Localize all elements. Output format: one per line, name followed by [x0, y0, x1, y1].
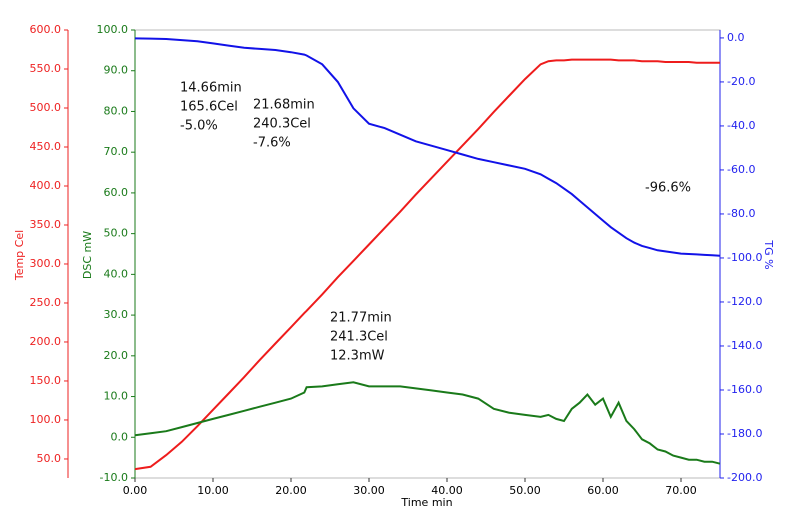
y2-tick-label: -60.0 [727, 163, 755, 176]
y-tick-label: 70.0 [104, 145, 129, 158]
annotation: 240.3Cel [253, 117, 311, 132]
y2-tick-label: -20.0 [727, 75, 755, 88]
series-line [134, 37, 721, 257]
annotation: 21.68min [253, 98, 315, 113]
y2-tick-label: -40.0 [727, 119, 755, 132]
annotation: -96.6% [645, 181, 691, 196]
y-tick-label: -10.0 [100, 471, 128, 484]
y-tick-label: 100.0 [97, 23, 129, 36]
y3-tick-label: 500.0 [30, 101, 62, 114]
y-tick-label: 90.0 [104, 64, 129, 77]
y-tick-label: 30.0 [104, 308, 129, 321]
series-line [134, 381, 721, 465]
y-tick-label: 40.0 [104, 267, 129, 280]
x-tick-label: 20.00 [275, 484, 307, 497]
x-tick-label: 10.00 [197, 484, 229, 497]
annotation: -5.0% [180, 119, 218, 134]
annotation: -7.6% [253, 136, 291, 151]
x-tick-label: 50.00 [509, 484, 541, 497]
y3-tick-label: 550.0 [30, 62, 62, 75]
annotation: 165.6Cel [180, 100, 238, 115]
y-tick-label: 0.0 [111, 430, 129, 443]
y2-axis-label: TG % [762, 239, 775, 269]
y3-tick-label: 150.0 [30, 374, 62, 387]
y2-tick-label: -200.0 [727, 471, 762, 484]
y2-tick-label: -180.0 [727, 427, 762, 440]
y-tick-label: 10.0 [104, 390, 129, 403]
annotation: 241.3Cel [330, 330, 388, 345]
y3-tick-label: 400.0 [30, 179, 62, 192]
y2-tick-label: 0.0 [727, 31, 745, 44]
y3-tick-label: 300.0 [30, 257, 62, 270]
y-tick-label: 80.0 [104, 104, 129, 117]
y3-tick-label: 100.0 [30, 413, 62, 426]
x-tick-label: 0.00 [123, 484, 148, 497]
y2-tick-label: -140.0 [727, 339, 762, 352]
x-tick-label: 40.00 [431, 484, 463, 497]
series-line [134, 58, 720, 471]
y2-tick-label: -80.0 [727, 207, 755, 220]
y-axis-label: DSC mW [81, 231, 94, 279]
annotation: 21.77min [330, 311, 392, 326]
y-tick-label: 60.0 [104, 186, 129, 199]
y3-tick-label: 600.0 [30, 23, 62, 36]
annotation: 12.3mW [330, 349, 385, 364]
y3-tick-label: 350.0 [30, 218, 62, 231]
annotation: 14.66min [180, 81, 242, 96]
y-tick-label: 50.0 [104, 227, 129, 240]
y2-tick-label: -100.0 [727, 251, 762, 264]
y2-tick-label: -160.0 [727, 383, 762, 396]
y3-tick-label: 250.0 [30, 296, 62, 309]
y-tick-label: 20.0 [104, 349, 129, 362]
x-tick-label: 30.00 [353, 484, 385, 497]
x-tick-label: 60.00 [587, 484, 619, 497]
y2-tick-label: -120.0 [727, 295, 762, 308]
x-axis-label: Time min [400, 496, 452, 509]
y3-tick-label: 50.0 [37, 452, 62, 465]
y3-axis-label: Temp Cel [13, 230, 26, 281]
plot-frame [134, 29, 721, 479]
y3-tick-label: 200.0 [30, 335, 62, 348]
y3-tick-label: 450.0 [30, 140, 62, 153]
x-tick-label: 70.00 [665, 484, 697, 497]
